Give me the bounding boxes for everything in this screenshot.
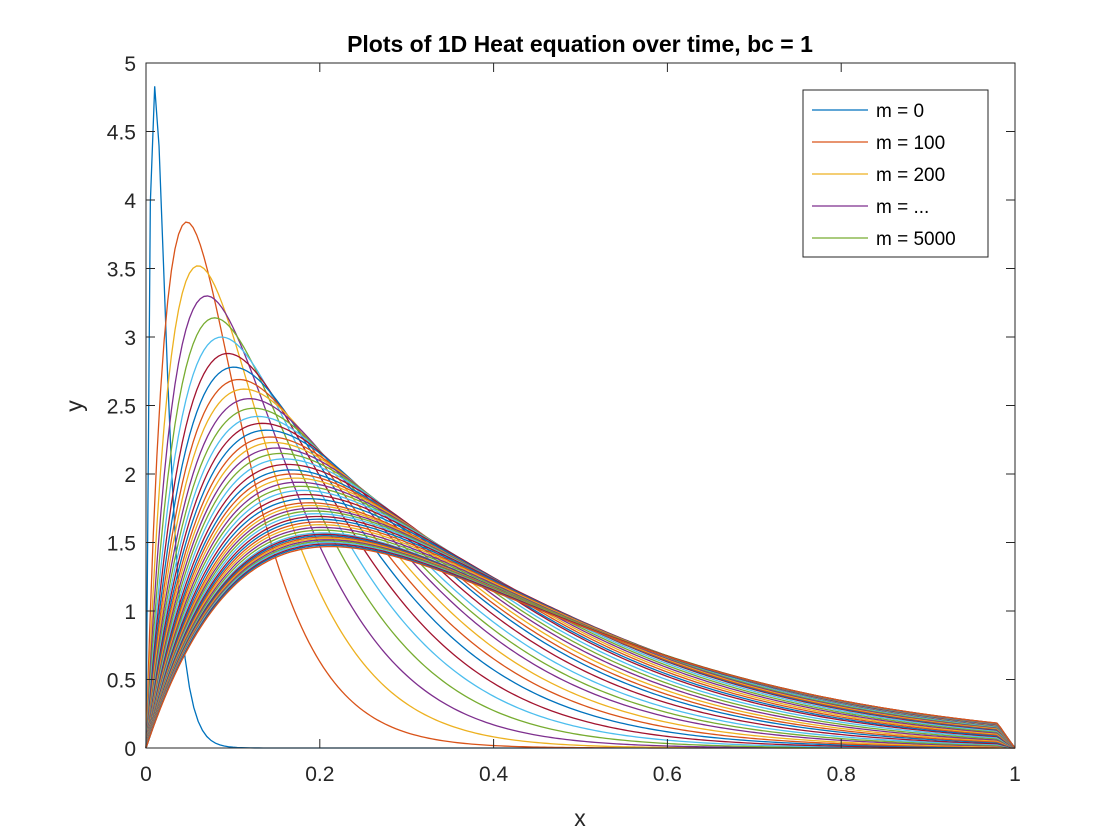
- y-axis-label: y: [61, 400, 87, 412]
- y-tick-label: 4: [124, 190, 136, 213]
- series-line-13: [145, 422, 1016, 749]
- series-line-25: [145, 485, 1016, 749]
- legend: m = 0 m = 100 m = 200 m = ... m = 5000: [802, 89, 989, 258]
- legend-entry-2: m = 200: [876, 165, 945, 186]
- x-tick-label: 1: [1009, 763, 1021, 786]
- y-tick-label: 1: [124, 601, 136, 624]
- x-tick-label: 0.2: [305, 763, 334, 786]
- series-line-50: [145, 545, 1016, 749]
- legend-entry-3: m = ...: [876, 197, 929, 218]
- y-tick-label: 3: [124, 327, 136, 350]
- series-line-19: [145, 458, 1016, 749]
- series-line-12: [145, 415, 1016, 749]
- legend-entry-1: m = 100: [876, 133, 945, 154]
- chart-title: Plots of 1D Heat equation over time, bc …: [347, 31, 813, 57]
- series-line-14: [145, 429, 1016, 749]
- series-line-11: [145, 407, 1016, 749]
- series-line-21: [145, 469, 1016, 749]
- legend-entry-0: m = 0: [876, 101, 924, 122]
- x-tick-label: 0.8: [827, 763, 856, 786]
- series-line-9: [145, 388, 1016, 749]
- series-line-10: [145, 398, 1016, 749]
- tick-layer: 0 0.2 0.4 0.6 0.8 1 0 0.5 1 1.5 2 2.5 3 3.5 4 4.5 5: [107, 53, 1021, 786]
- y-tick-label: 2.5: [107, 396, 136, 419]
- y-tick-label: 5: [124, 53, 136, 76]
- series-layer: [145, 86, 1016, 749]
- series-line-24: [145, 481, 1016, 749]
- series-line-16: [145, 441, 1016, 749]
- x-tick-label: 0.4: [479, 763, 509, 786]
- y-tick-label: 2: [124, 464, 136, 487]
- x-tick-label: 0: [140, 763, 152, 786]
- legend-entry-4: m = 5000: [876, 229, 956, 250]
- y-tick-label: 4.5: [107, 122, 136, 145]
- series-line-22: [145, 473, 1016, 749]
- x-axis-label: x: [574, 805, 586, 831]
- series-line-18: [145, 452, 1016, 749]
- y-tick-label: 0: [124, 738, 136, 761]
- y-tick-label: 1.5: [107, 533, 136, 556]
- y-tick-label: 3.5: [107, 259, 136, 282]
- series-line-20: [145, 463, 1016, 749]
- y-tick-label: 0.5: [107, 670, 136, 693]
- series-line-15: [145, 436, 1016, 749]
- x-tick-label: 0.6: [653, 763, 682, 786]
- series-line-23: [145, 477, 1016, 749]
- series-line-17: [145, 447, 1016, 749]
